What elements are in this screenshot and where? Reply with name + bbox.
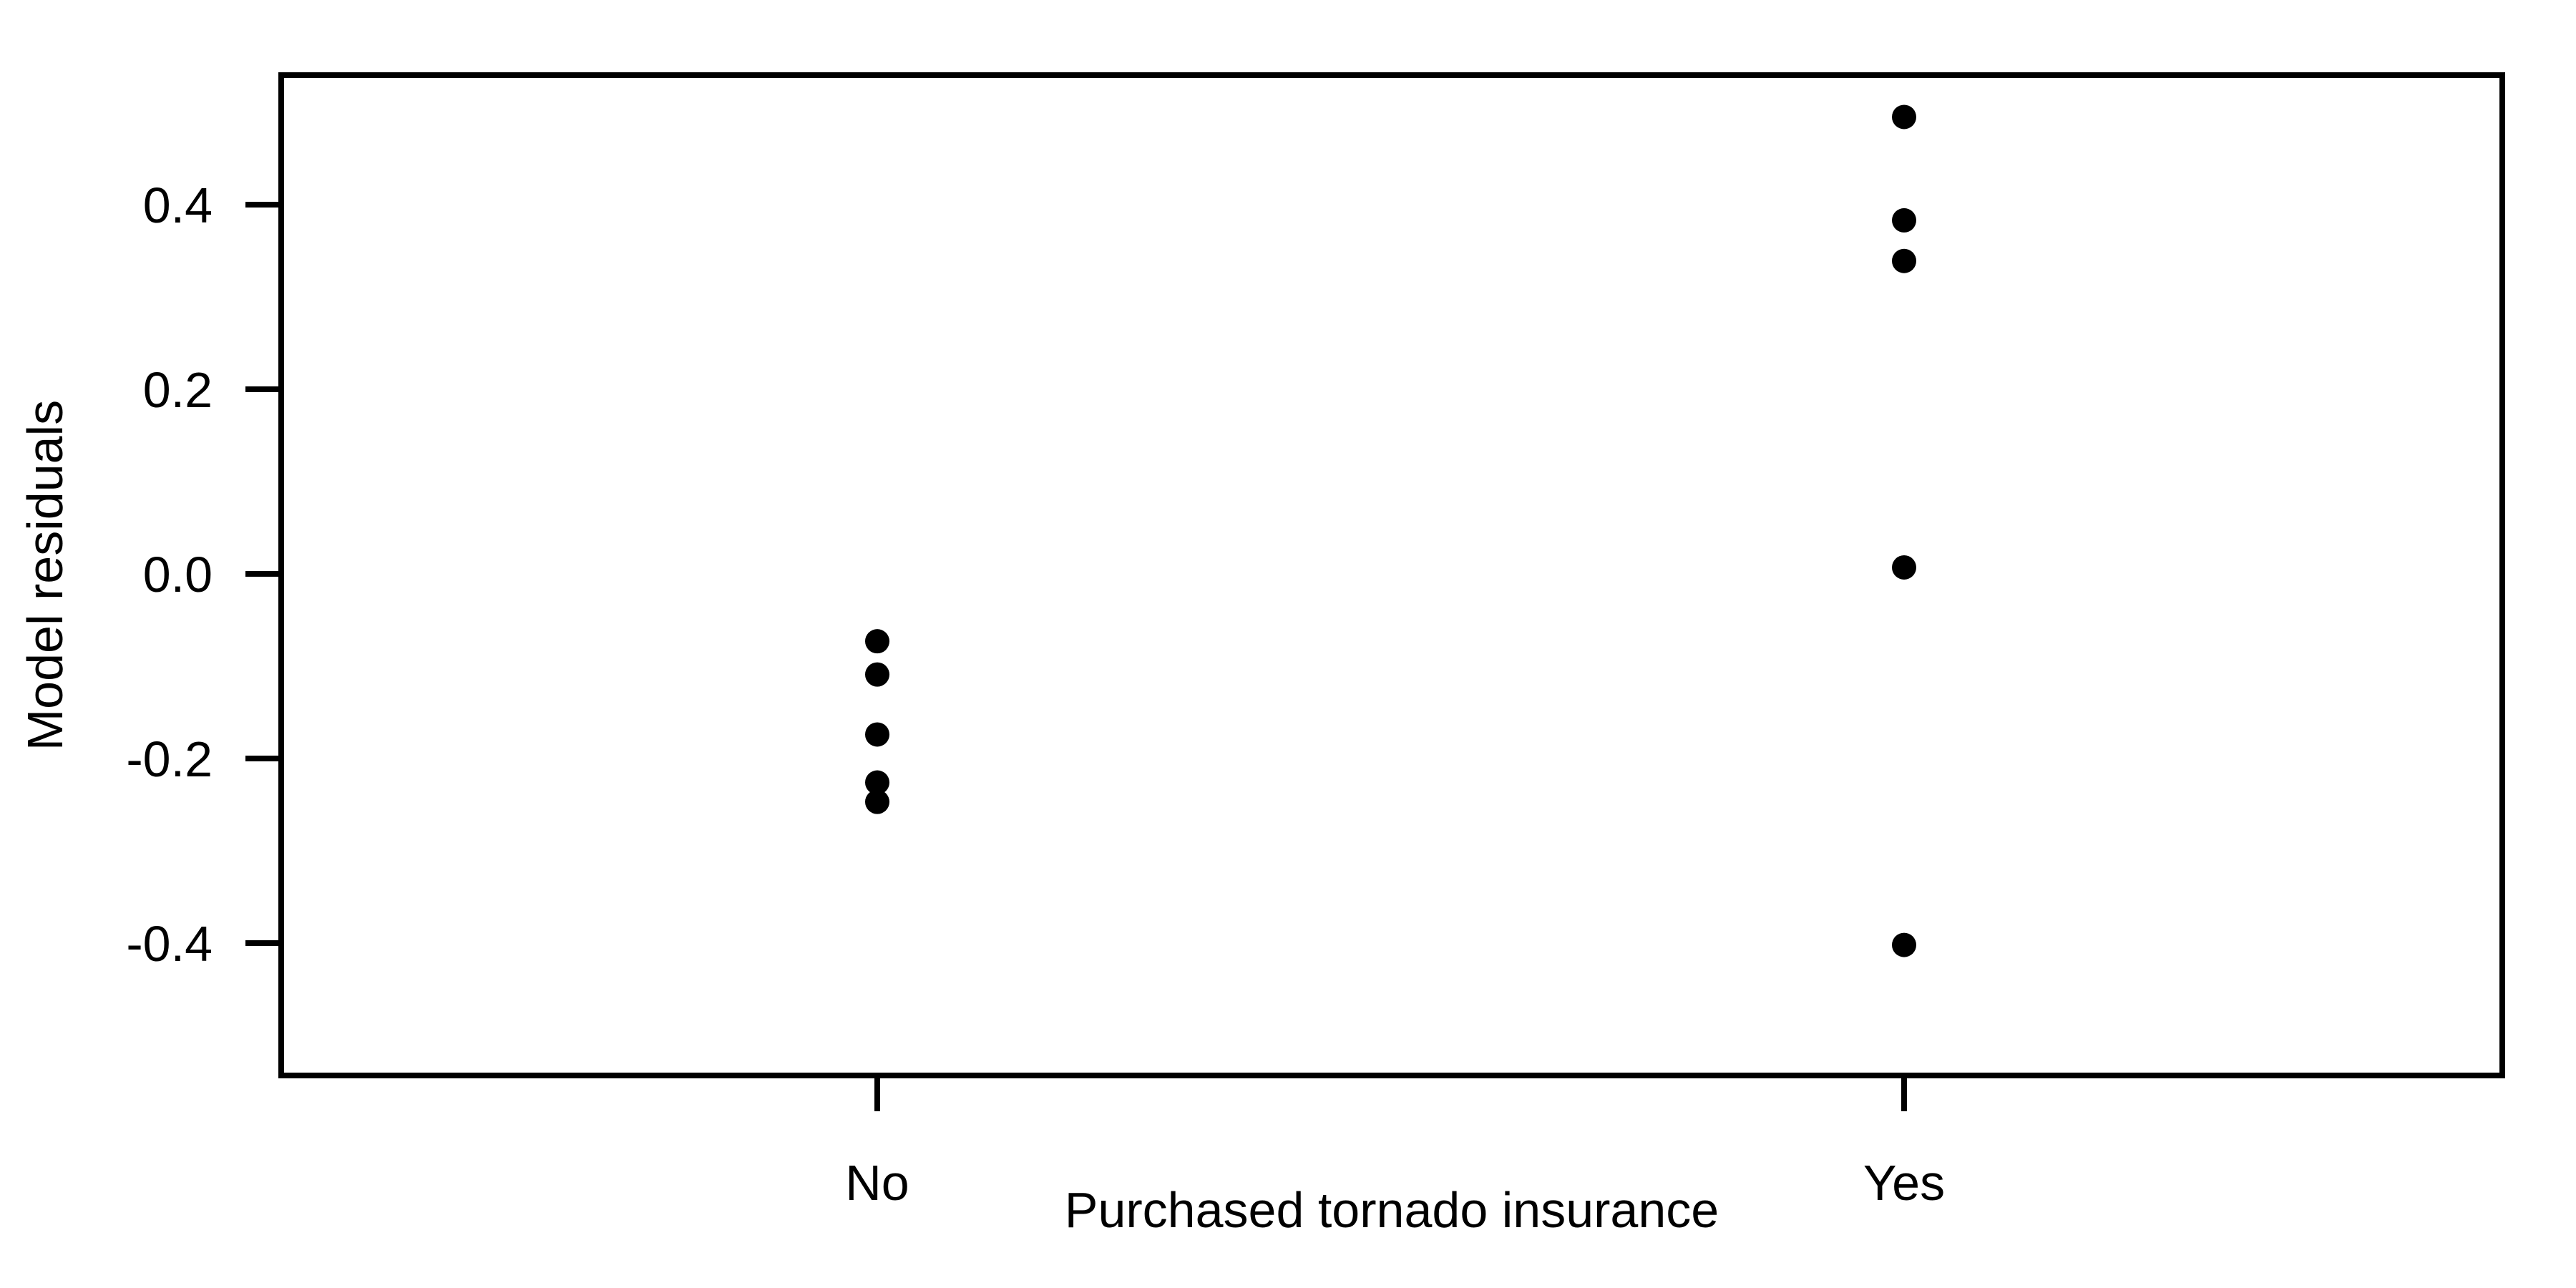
- data-point: [865, 722, 889, 747]
- data-point: [865, 629, 889, 654]
- y-axis-title: Model residuals: [17, 400, 73, 751]
- data-points: [865, 104, 1916, 957]
- data-point: [865, 789, 889, 814]
- data-point: [1892, 932, 1916, 957]
- y-axis: 0.4 0.2 0.0 -0.2 -0.4: [126, 177, 281, 972]
- y-tick-label: -0.4: [126, 916, 213, 972]
- data-point: [1892, 248, 1916, 273]
- x-category-label: No: [845, 1155, 909, 1211]
- data-point: [865, 770, 889, 795]
- x-axis: No Yes: [845, 1075, 1945, 1211]
- y-tick-label: 0.4: [143, 177, 213, 233]
- x-category-label: Yes: [1863, 1155, 1945, 1211]
- y-tick-label: 0.2: [143, 362, 213, 418]
- data-point: [865, 662, 889, 687]
- y-tick-label: -0.2: [126, 731, 213, 787]
- data-point: [1892, 104, 1916, 130]
- y-tick-label: 0.0: [143, 547, 213, 602]
- data-point: [1892, 208, 1916, 233]
- x-axis-title: Purchased tornado insurance: [1065, 1182, 1719, 1238]
- data-point: [1892, 555, 1916, 580]
- plot-box: [278, 72, 2505, 1078]
